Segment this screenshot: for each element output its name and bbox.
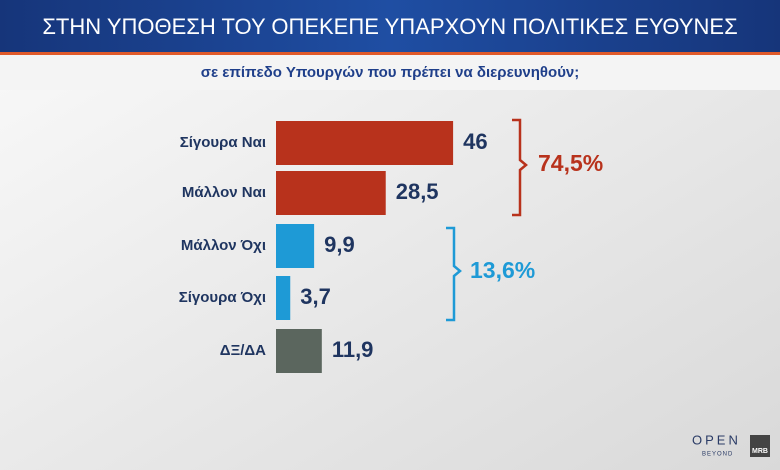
brace — [446, 226, 462, 322]
category-label: Σίγουρα Ναι — [180, 134, 266, 151]
chart-title: ΣΤΗΝ ΥΠΟΘΕΣΗ ΤΟΥ ΟΠΕΚΕΠΕ ΥΠΑΡΧΟΥΝ ΠΟΛΙΤΙ… — [42, 14, 737, 39]
value-label: 9,9 — [324, 232, 355, 257]
category-label: Μάλλον Ναι — [182, 184, 266, 201]
value-label: 28,5 — [396, 179, 439, 204]
title-bar — [0, 0, 780, 52]
group-total: 13,6% — [470, 257, 535, 283]
category-label: Σίγουρα Όχι — [179, 289, 266, 306]
group-total: 74,5% — [538, 150, 603, 176]
bar — [276, 329, 322, 373]
category-label: ΔΞ/ΔΑ — [220, 342, 266, 359]
subtitle-bar — [0, 55, 780, 90]
title-underline — [0, 52, 780, 55]
bar — [276, 121, 454, 165]
channel-logo: OPEN — [692, 432, 741, 447]
bar — [276, 171, 386, 215]
brace — [512, 118, 528, 217]
pollster-box — [750, 435, 770, 457]
chart-subtitle: σε επίπεδο Υπουργών που πρέπει να διερευ… — [201, 64, 580, 81]
bar — [276, 224, 315, 268]
value-label: 46 — [463, 129, 487, 154]
value-label: 11,9 — [332, 337, 374, 362]
pollster-logo: MRB — [752, 448, 768, 455]
category-label: Μάλλον Όχι — [181, 237, 266, 254]
bar — [276, 276, 291, 320]
channel-tagline: BEYOND — [702, 452, 733, 458]
value-label: 3,7 — [300, 284, 331, 309]
